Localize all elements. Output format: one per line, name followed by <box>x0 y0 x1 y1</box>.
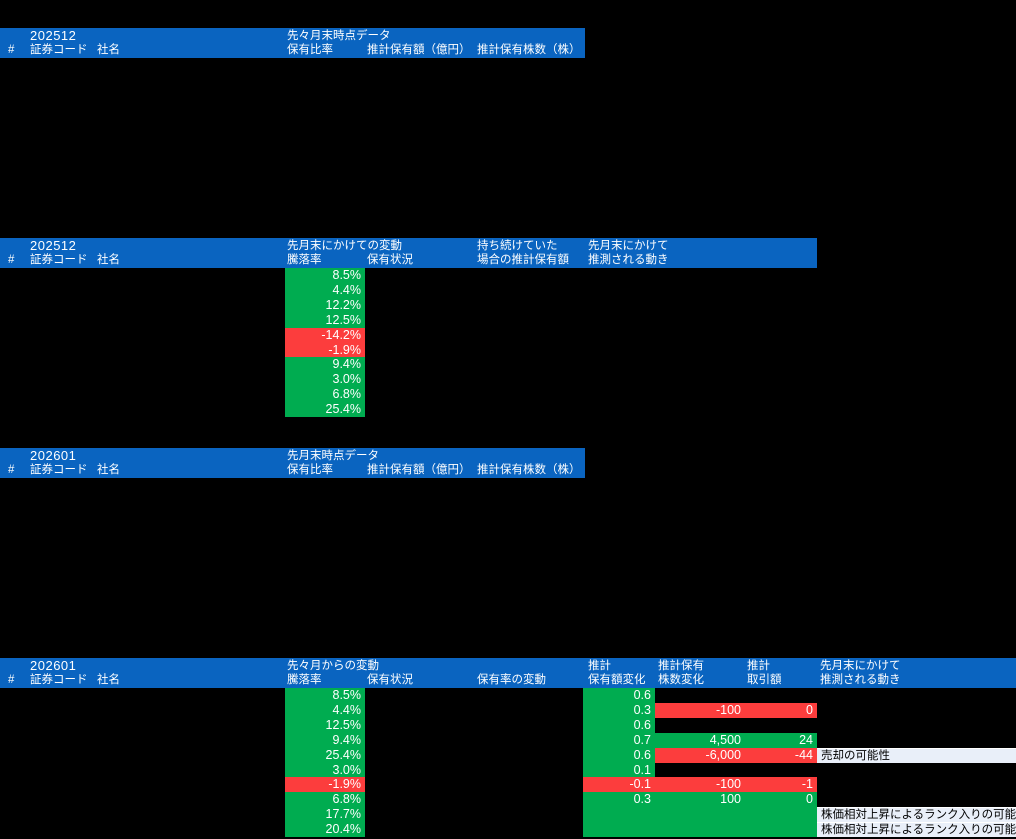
est-shares-change-cell[interactable]: -100 <box>655 702 745 718</box>
change-rate-cell[interactable]: -14.2% <box>285 327 365 343</box>
est-shares-change-cell[interactable] <box>655 822 745 838</box>
est-shares-change-cell[interactable]: -100 <box>655 777 745 793</box>
change-rate-cell[interactable]: 4.4% <box>285 702 365 718</box>
col-label-change-rate: 騰落率 <box>287 674 322 686</box>
est-trade-amount-cell[interactable]: 24 <box>745 732 817 748</box>
period-label: 202601 <box>30 658 77 673</box>
col-label-name: 社名 <box>97 44 120 56</box>
est-amount-change-cell[interactable]: 0.6 <box>583 688 655 703</box>
col-label-num: # <box>8 464 15 476</box>
change-rate-cell[interactable]: 3.0% <box>285 762 365 778</box>
col-label-est-tr-line2: 取引額 <box>747 674 782 686</box>
header-202601-baseline: 202601 先月末時点データ # 証券コード 社名 保有比率 推計保有額（億円… <box>0 448 585 478</box>
est-trade-amount-cell[interactable] <box>745 807 817 823</box>
est-amount-change-cell[interactable]: 0.6 <box>583 717 655 733</box>
change-rate-cell[interactable]: 4.4% <box>285 282 365 298</box>
col-label-hold-line1: 持ち続けていた <box>477 240 558 252</box>
col-label-est-tr-line1: 推計 <box>747 660 770 672</box>
change-rate-cell[interactable]: 9.4% <box>285 357 365 373</box>
change-rate-cell[interactable]: 12.5% <box>285 312 365 328</box>
est-amount-change-cell[interactable]: -0.1 <box>583 777 655 793</box>
period-label: 202512 <box>30 28 77 43</box>
est-amount-change-cell[interactable]: 0.1 <box>583 762 655 778</box>
est-trade-amount-cell[interactable]: -1 <box>745 777 817 793</box>
col-label-est-sh-line1: 推計保有 <box>658 660 704 672</box>
change-rate-cell[interactable]: 9.4% <box>285 732 365 748</box>
est-trade-amount-cell[interactable]: 0 <box>745 792 817 808</box>
col-label-code: 証券コード <box>30 464 88 476</box>
col-label-status: 保有状況 <box>367 254 413 266</box>
change-rate-cell[interactable]: 8.5% <box>285 688 365 703</box>
change-rate-cell[interactable]: 12.5% <box>285 717 365 733</box>
group-label: 先月末時点データ <box>287 450 379 462</box>
change-rate-cell[interactable]: 17.7% <box>285 807 365 823</box>
change-rate-cell[interactable]: 8.5% <box>285 268 365 283</box>
col-label-code: 証券コード <box>30 254 88 266</box>
col-label-move-line1: 先月末にかけて <box>820 660 901 672</box>
change-rate-cell[interactable]: 12.2% <box>285 297 365 313</box>
est-trade-amount-cell[interactable] <box>745 822 817 838</box>
col-label-est-amt-line2: 保有額変化 <box>588 674 646 686</box>
col-label-ratio: 保有比率 <box>287 44 333 56</box>
col-label-move-line1: 先月末にかけて <box>588 240 669 252</box>
period-label: 202512 <box>30 238 77 253</box>
change-rate-cell[interactable]: -1.9% <box>285 342 365 358</box>
group-label: 先々月末時点データ <box>287 30 391 42</box>
movement-note-cell[interactable]: 売却の可能性 <box>817 747 1016 763</box>
col-label-move-line2: 推測される動き <box>588 254 669 266</box>
col-label-move-line2: 推測される動き <box>820 674 901 686</box>
col-label-num: # <box>8 674 15 686</box>
header-202512-baseline: 202512 先々月末時点データ # 証券コード 社名 保有比率 推計保有額（億… <box>0 28 585 58</box>
period-label: 202601 <box>30 448 77 463</box>
group-label: 先々月からの変動 <box>287 660 379 672</box>
col-label-num: # <box>8 254 15 266</box>
est-amount-change-cell[interactable]: 0.7 <box>583 732 655 748</box>
est-amount-change-cell[interactable]: 0.3 <box>583 792 655 808</box>
est-trade-amount-cell[interactable]: 0 <box>745 702 817 718</box>
col-label-name: 社名 <box>97 254 120 266</box>
est-amount-change-cell[interactable] <box>583 807 655 823</box>
movement-note-cell[interactable]: 株価相対上昇によるランク入りの可能性 <box>817 822 1016 838</box>
col-label-hold-line2: 場合の推計保有額 <box>477 254 569 266</box>
change-rate-cell[interactable]: 25.4% <box>285 747 365 763</box>
change-rate-cell[interactable]: 25.4% <box>285 402 365 418</box>
change-rate-cell[interactable]: 20.4% <box>285 822 365 838</box>
change-rate-cell[interactable]: 6.8% <box>285 792 365 808</box>
est-shares-change-cell[interactable]: 4,500 <box>655 732 745 748</box>
col-label-amount: 推計保有額（億円） <box>367 464 471 476</box>
change-rate-cell[interactable]: -1.9% <box>285 777 365 793</box>
col-label-code: 証券コード <box>30 44 88 56</box>
movement-note-cell[interactable]: 株価相対上昇によるランク入りの可能性 <box>817 807 1016 823</box>
group-label: 先月末にかけての変動 <box>287 240 402 252</box>
col-label-num: # <box>8 44 15 56</box>
col-label-amount: 推計保有額（億円） <box>367 44 471 56</box>
col-label-status: 保有状況 <box>367 674 413 686</box>
col-label-ratio: 保有比率 <box>287 464 333 476</box>
header-202512-change: 202512 先月末にかけての変動 持ち続けていた 先月末にかけて # 証券コー… <box>0 238 817 268</box>
header-202601-change: 202601 先々月からの変動 推計 推計保有 推計 先月末にかけて # 証券コ… <box>0 658 1016 688</box>
col-label-shares: 推計保有株数（株） <box>477 464 581 476</box>
est-amount-change-cell[interactable]: 0.6 <box>583 747 655 763</box>
est-amount-change-cell[interactable]: 0.3 <box>583 702 655 718</box>
col-label-code: 証券コード <box>30 674 88 686</box>
col-label-name: 社名 <box>97 674 120 686</box>
est-shares-change-cell[interactable]: -6,000 <box>655 747 745 763</box>
change-rate-cell[interactable]: 6.8% <box>285 387 365 403</box>
col-label-change-rate: 騰落率 <box>287 254 322 266</box>
est-shares-change-cell[interactable] <box>655 807 745 823</box>
col-label-est-sh-line2: 株数変化 <box>658 674 704 686</box>
change-rate-cell[interactable]: 3.0% <box>285 372 365 388</box>
col-label-name: 社名 <box>97 464 120 476</box>
col-label-shares: 推計保有株数（株） <box>477 44 581 56</box>
col-label-est-amt-line1: 推計 <box>588 660 611 672</box>
col-label-ratio-change: 保有率の変動 <box>477 674 546 686</box>
est-trade-amount-cell[interactable]: -44 <box>745 747 817 763</box>
est-amount-change-cell[interactable] <box>583 822 655 838</box>
est-shares-change-cell[interactable]: 100 <box>655 792 745 808</box>
